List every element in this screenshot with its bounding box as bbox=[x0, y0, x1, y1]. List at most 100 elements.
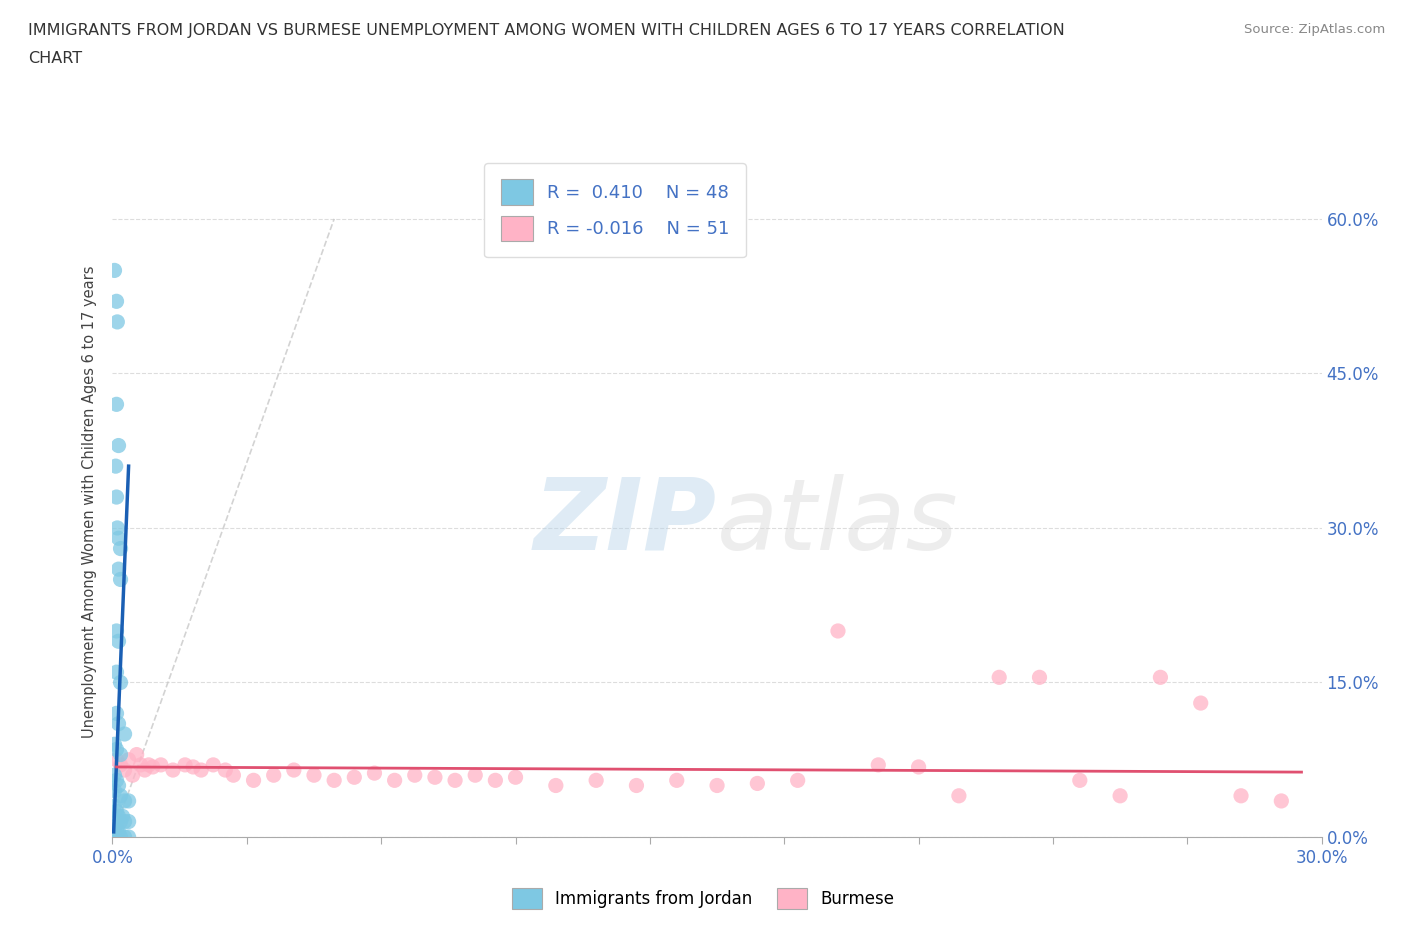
Point bbox=[129, 757, 152, 772]
Point bbox=[110, 789, 132, 804]
Point bbox=[142, 760, 165, 775]
Point bbox=[174, 757, 197, 772]
Point bbox=[363, 765, 385, 780]
Point bbox=[1109, 789, 1132, 804]
Point bbox=[105, 742, 128, 757]
Point bbox=[105, 397, 128, 412]
Point bbox=[121, 768, 143, 783]
Y-axis label: Unemployment Among Women with Children Ages 6 to 17 years: Unemployment Among Women with Children A… bbox=[82, 266, 97, 738]
Point bbox=[105, 706, 128, 721]
Point bbox=[1069, 773, 1091, 788]
Point bbox=[484, 773, 506, 788]
Point bbox=[283, 763, 305, 777]
Point bbox=[107, 531, 129, 546]
Point bbox=[706, 778, 728, 793]
Point bbox=[323, 773, 346, 788]
Point bbox=[181, 760, 204, 775]
Point bbox=[665, 773, 688, 788]
Point bbox=[384, 773, 406, 788]
Point bbox=[103, 827, 125, 842]
Point bbox=[104, 458, 127, 473]
Text: CHART: CHART bbox=[28, 51, 82, 66]
Point bbox=[117, 830, 139, 844]
Point bbox=[105, 489, 128, 504]
Point bbox=[114, 814, 136, 829]
Point bbox=[444, 773, 467, 788]
Point bbox=[190, 763, 212, 777]
Point bbox=[105, 830, 128, 844]
Point bbox=[138, 757, 160, 772]
Point bbox=[117, 752, 139, 767]
Point bbox=[103, 819, 125, 834]
Point bbox=[162, 763, 184, 777]
Point bbox=[105, 773, 128, 788]
Point bbox=[544, 778, 567, 793]
Point bbox=[105, 294, 128, 309]
Point bbox=[242, 773, 264, 788]
Point bbox=[134, 763, 156, 777]
Point bbox=[103, 830, 125, 844]
Point bbox=[105, 623, 128, 638]
Point bbox=[114, 726, 136, 741]
Point bbox=[103, 263, 125, 278]
Point bbox=[103, 783, 125, 798]
Point bbox=[464, 768, 486, 783]
Point bbox=[827, 623, 849, 638]
Text: atlas: atlas bbox=[717, 473, 959, 571]
Point bbox=[110, 572, 132, 587]
Point bbox=[110, 747, 132, 762]
Text: IMMIGRANTS FROM JORDAN VS BURMESE UNEMPLOYMENT AMONG WOMEN WITH CHILDREN AGES 6 : IMMIGRANTS FROM JORDAN VS BURMESE UNEMPL… bbox=[28, 23, 1064, 38]
Point bbox=[125, 747, 148, 762]
Point bbox=[110, 541, 132, 556]
Point bbox=[222, 768, 245, 783]
Point bbox=[423, 770, 446, 785]
Point bbox=[105, 752, 128, 767]
Point bbox=[907, 760, 929, 775]
Point bbox=[105, 665, 128, 680]
Point bbox=[110, 757, 132, 772]
Point bbox=[117, 814, 139, 829]
Point bbox=[110, 814, 132, 829]
Point bbox=[302, 768, 325, 783]
Point bbox=[585, 773, 607, 788]
Point bbox=[263, 768, 285, 783]
Legend: R =  0.410    N = 48, R = -0.016    N = 51: R = 0.410 N = 48, R = -0.016 N = 51 bbox=[484, 163, 747, 258]
Point bbox=[747, 776, 769, 790]
Point bbox=[110, 675, 132, 690]
Point bbox=[114, 763, 136, 777]
Legend: Immigrants from Jordan, Burmese: Immigrants from Jordan, Burmese bbox=[503, 880, 903, 917]
Point bbox=[104, 828, 127, 843]
Point bbox=[626, 778, 648, 793]
Point bbox=[505, 770, 527, 785]
Point bbox=[107, 809, 129, 824]
Point bbox=[1230, 789, 1253, 804]
Point bbox=[868, 757, 890, 772]
Point bbox=[107, 824, 129, 839]
Point bbox=[786, 773, 808, 788]
Point bbox=[105, 521, 128, 536]
Point bbox=[103, 737, 125, 751]
Point bbox=[105, 821, 128, 836]
Point bbox=[404, 768, 426, 783]
Point bbox=[110, 830, 132, 844]
Point bbox=[149, 757, 172, 772]
Point bbox=[988, 670, 1011, 684]
Point bbox=[105, 314, 128, 329]
Point bbox=[107, 634, 129, 649]
Point bbox=[343, 770, 366, 785]
Text: Source: ZipAtlas.com: Source: ZipAtlas.com bbox=[1244, 23, 1385, 36]
Point bbox=[104, 830, 127, 844]
Point bbox=[117, 793, 139, 808]
Point bbox=[103, 824, 125, 839]
Point bbox=[114, 793, 136, 808]
Point bbox=[214, 763, 236, 777]
Point bbox=[111, 809, 134, 824]
Point bbox=[1189, 696, 1212, 711]
Point bbox=[1270, 793, 1292, 808]
Point bbox=[1149, 670, 1171, 684]
Text: ZIP: ZIP bbox=[534, 473, 717, 571]
Point bbox=[107, 438, 129, 453]
Point bbox=[948, 789, 970, 804]
Point bbox=[1028, 670, 1050, 684]
Point bbox=[114, 830, 136, 844]
